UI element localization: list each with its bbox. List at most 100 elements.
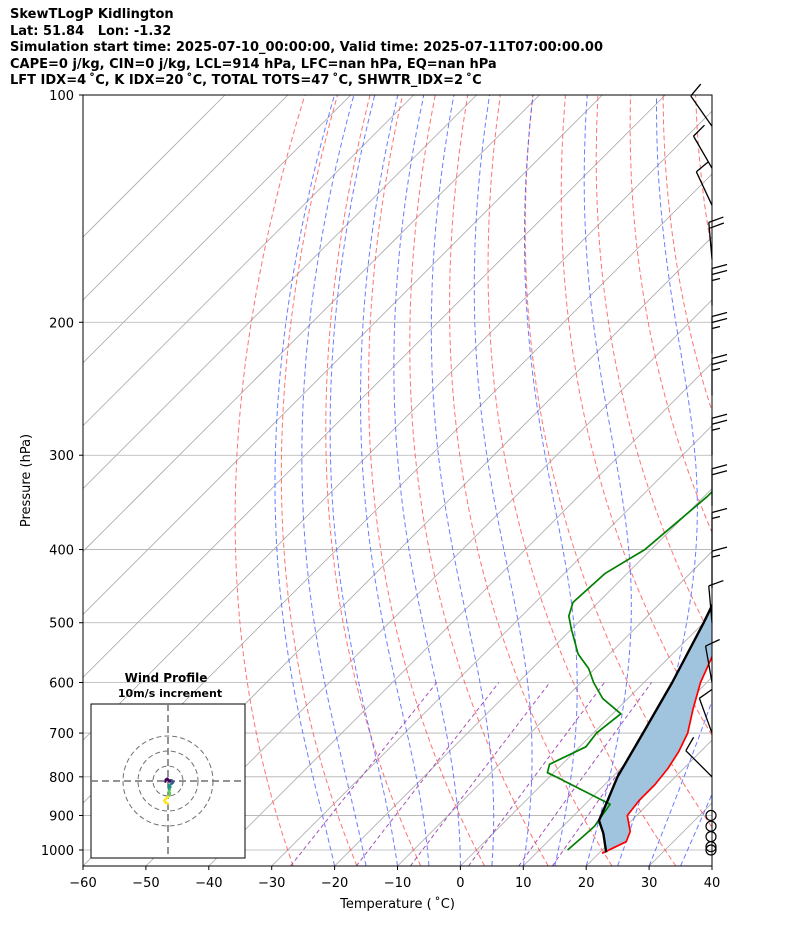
hodograph-plot <box>91 704 245 858</box>
y-tick-label: 400 <box>49 544 74 559</box>
y-tick-label: 1000 <box>41 844 74 859</box>
dry-adiabat <box>662 95 712 413</box>
wind-barb-flag <box>711 317 728 324</box>
x-tick-label: −60 <box>69 876 96 891</box>
times-line: Simulation start time: 2025-07-10_00:00:… <box>10 40 603 55</box>
x-tick-label: 20 <box>578 876 595 891</box>
moist-adiabat <box>648 699 712 866</box>
mixing-ratio-line <box>355 682 500 866</box>
wind-barb-half-flag <box>711 367 721 372</box>
isotherm-line <box>83 95 666 678</box>
isotherm-line <box>334 488 712 866</box>
moist-adiabat <box>301 95 367 866</box>
x-tick-label: 0 <box>456 876 464 891</box>
wind-barb-flag <box>685 736 695 751</box>
dry-adiabat <box>409 95 549 866</box>
axis-labels: −60 −50 −40 −30 −20 −10 0 10 20 30 40 100 200 300 400 5… <box>19 89 720 912</box>
dry-adiabat <box>449 95 613 866</box>
wind-barb-staff <box>685 750 713 778</box>
x-tick-label: 30 <box>641 876 658 891</box>
parcel-line <box>597 602 712 853</box>
wind-barb-half-flag <box>711 554 721 558</box>
isotherm-line <box>83 95 226 238</box>
isotherm-line <box>83 95 352 364</box>
moist-adiabat <box>524 95 578 866</box>
x-tick-label: −40 <box>195 876 222 891</box>
hodograph-subtitle: 10m/s increment <box>118 687 222 700</box>
wind-barb-flag <box>711 359 728 366</box>
indices-line: LFT IDX=4 ˚C, K IDX=20 ˚C, TOTAL TOTS=47… <box>10 73 482 88</box>
y-tick-label: 500 <box>49 617 74 632</box>
wind-barb-staff <box>698 698 713 734</box>
dry-adiabat <box>280 95 358 866</box>
isotherm-line <box>711 865 712 866</box>
wind-barb-flag <box>711 353 728 360</box>
x-tick-label: −20 <box>321 876 348 891</box>
y-tick-label: 800 <box>49 771 74 786</box>
isotherm-line <box>145 299 712 866</box>
mixing-ratio-line <box>290 682 438 866</box>
wind-barbs <box>685 83 728 856</box>
wind-barb-flag <box>705 638 720 647</box>
wind-barb-staff <box>692 135 713 169</box>
cin-shading <box>599 605 712 854</box>
temperature-line <box>601 654 712 855</box>
dry-adiabat <box>325 95 422 866</box>
mixing-ratio-line <box>468 682 605 866</box>
x-tick-label: 40 <box>704 876 721 891</box>
mixing-ratio-line <box>409 682 551 866</box>
isotherm-line <box>397 550 712 866</box>
x-tick-label: −10 <box>384 876 411 891</box>
dry-adiabat <box>695 95 712 254</box>
y-tick-label: 900 <box>49 809 74 824</box>
hodograph-title: Wind Profile <box>125 671 208 685</box>
profile-lines <box>546 490 712 855</box>
wind-barb-half-flag <box>711 515 721 520</box>
dry-adiabat <box>761 95 794 866</box>
wind-barb-flag <box>711 263 728 270</box>
isotherm-line <box>208 362 712 866</box>
wind-barb-flag <box>711 464 728 470</box>
dry-adiabat <box>524 95 712 829</box>
x-tick-label: 10 <box>515 876 532 891</box>
hodograph-inset: Wind Profile 10m/s increment <box>90 671 246 859</box>
moist-adiabat <box>711 864 712 866</box>
y-tick-label: 200 <box>49 316 74 331</box>
wind-barb-staff <box>695 171 713 206</box>
moist-adiabat <box>680 792 712 866</box>
moist-adiabat <box>329 95 398 866</box>
wind-barb-flag <box>690 83 702 97</box>
dry-adiabat <box>368 95 485 866</box>
wind-barb-flag <box>708 216 724 223</box>
wind-barb-flag <box>695 161 709 173</box>
wind-barb-flag <box>711 269 728 276</box>
wind-barb-staff <box>690 95 713 127</box>
wind-barb-half-flag <box>711 427 721 431</box>
moist-adiabat <box>583 95 632 866</box>
wind-barb-half-flag <box>711 277 721 282</box>
dry-adiabat <box>487 95 677 866</box>
wind-barb-flag <box>711 311 728 318</box>
moist-adiabat <box>393 95 461 866</box>
x-tick-label: −30 <box>258 876 285 891</box>
dry-adiabat <box>234 95 306 866</box>
wind-barb-flag <box>711 507 728 514</box>
isotherm-line <box>83 95 414 427</box>
wind-barb-flag <box>693 124 705 137</box>
x-tick-label: −50 <box>132 876 159 891</box>
title-block: SkewTLogP Kidlington Lat: 51.84 Lon: -1.… <box>10 7 603 90</box>
params-line: CAPE=0 j/kg, CIN=0 j/kg, LCL=914 hPa, LF… <box>10 56 497 72</box>
dry-adiabats <box>234 95 794 866</box>
moist-adiabat <box>430 95 495 866</box>
axes <box>79 94 713 870</box>
wind-barb-flag <box>711 546 728 552</box>
wind-barb-staff <box>704 645 713 683</box>
calm-wind-circle <box>705 831 717 843</box>
dry-adiabat <box>595 95 712 640</box>
isotherm-line <box>83 110 712 741</box>
isotherm-line <box>83 95 603 615</box>
chart-title: SkewTLogP Kidlington <box>10 7 174 22</box>
temperature-parcel-shading <box>599 605 712 854</box>
y-tick-label: 700 <box>49 727 74 742</box>
